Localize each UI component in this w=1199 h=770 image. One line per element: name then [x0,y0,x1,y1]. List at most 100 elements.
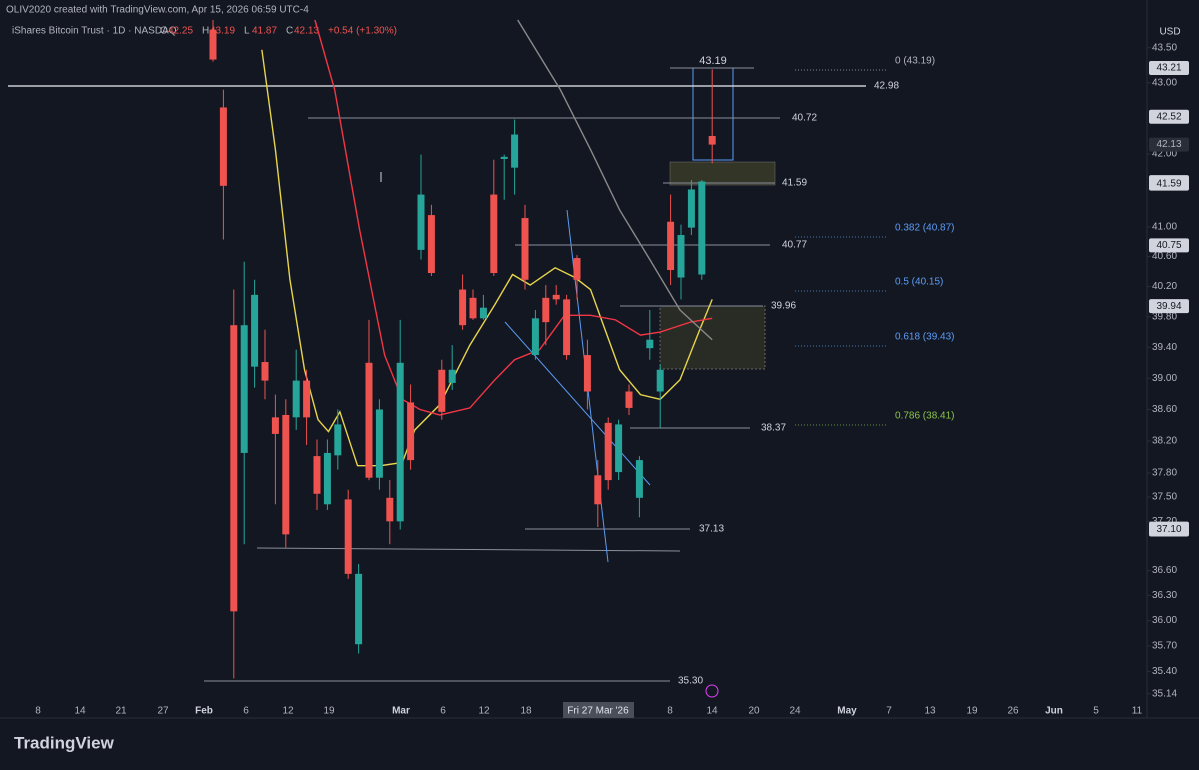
x-tick-label: 8 [667,706,673,717]
candle-body [344,499,352,574]
price-badge [1149,109,1189,124]
ohlc-key: C [286,26,293,37]
y-tick-label: 40.60 [1152,251,1177,262]
candle-body [427,215,435,274]
candle-body [635,460,643,498]
x-tick-label: 14 [706,706,718,717]
y-tick-label: 39.00 [1152,373,1177,384]
y-tick-label: 38.20 [1152,436,1177,447]
candle-body [375,409,383,478]
y-tick-label: 36.60 [1152,565,1177,576]
x-tick-label: 5 [1093,706,1099,717]
footer [0,730,1199,765]
y-tick-label: 37.50 [1152,492,1177,503]
y-tick-label: 43.00 [1152,77,1177,88]
level-label: 40.72 [792,113,817,124]
candle-body [271,417,279,434]
candle-body [469,297,477,319]
candle-body [604,422,612,481]
level-label-bg [767,299,799,313]
level-label: 39.96 [771,301,796,312]
candle-body [552,294,560,300]
x-tick-label: Feb [195,706,213,717]
brand: TradingView [14,733,115,752]
x-tick-label: 14 [74,706,86,717]
crosshair-label: Fri 27 Mar '26 [567,706,629,717]
level-label-bg [674,674,706,688]
x-tick-label: 7 [886,706,892,717]
moving-average [261,49,713,467]
ohlc-legend: O 42.25 H 43.19 L 41.87 C 42.13 +0.54 (+1.30%) [160,26,397,37]
candle-body [282,414,290,535]
candle-body [240,325,248,453]
x-tick-label: Mar [392,706,410,717]
candle-body [438,369,446,412]
level-label-bg [778,176,810,190]
level-line [256,547,681,552]
candle-body [261,362,269,381]
ohlc-value: 41.87 [252,26,277,37]
candle-body [251,294,259,367]
y-tick-label: 37.20 [1152,516,1177,527]
candle-body [594,475,602,505]
trend-line [504,321,651,486]
y-tick-label: 39.80 [1152,311,1177,322]
candle-body [625,391,633,408]
price-badge [1149,60,1189,75]
y-tick-label: 42.00 [1152,149,1177,160]
x-tick-label: 19 [966,706,978,717]
candle-body [448,369,456,383]
fib-label: 0 (43.19) [895,56,935,67]
candle-body [417,194,425,250]
y-tick-label: 35.70 [1152,641,1177,652]
candle-body [615,424,623,473]
level-label-bg [695,522,727,536]
candle-body [355,573,363,645]
x-tick-label: 11 [1132,706,1143,717]
candle-body [573,258,581,280]
fib-label: 0.618 (39.43) [895,332,955,343]
candle-body [209,29,217,60]
candle-body [667,221,675,271]
y-tick-label: 39.40 [1152,342,1177,353]
price-badge-label: 40.75 [1156,240,1181,251]
currency: USD [1159,27,1180,38]
zone-box [659,305,766,370]
x-tick-label: May [837,706,857,717]
x-tick-label: 21 [115,706,127,717]
event-icon [705,684,719,698]
level-label-bg [870,79,902,93]
candle-body [365,362,373,478]
x-tick-label: Jun [1045,706,1063,717]
candle-body [563,299,571,356]
candle-body [646,339,654,349]
candle-body [490,194,498,274]
price-badge [1149,137,1189,152]
candle-body [386,497,394,522]
x-tick-label: 26 [1007,706,1019,717]
candle-body [708,135,716,145]
candle-body [687,189,695,228]
x-tick-label: 12 [282,706,294,717]
ohlc-key: L [244,26,250,37]
y-tick-label: 36.30 [1152,590,1177,601]
y-tick-label: 36.00 [1152,615,1177,626]
ohlc-key: O [160,26,168,37]
candle-body [313,456,321,494]
fib-label: 0.382 (40.87) [895,223,955,234]
x-tick-label: 24 [789,706,801,717]
price-badge-label: 41.59 [1156,178,1181,189]
price-badge-label: 42.13 [1156,139,1181,150]
y-tick-label: 40.20 [1152,281,1177,292]
symbol: iShares Bitcoin Trust · 1D · NASDAQ [12,26,177,37]
candle-body [511,134,519,168]
ohlc-value: 42.13 [294,26,319,37]
fib-label: 0.5 (40.15) [895,277,943,288]
y-tick-label: 35.14 [1152,688,1177,699]
candle-body [677,235,685,278]
fib-label: 0.786 (38.41) [895,411,955,422]
x-tick-label: 19 [323,706,335,717]
ohlc-value: 43.19 [210,26,235,37]
level-label: 35.30 [678,676,703,687]
